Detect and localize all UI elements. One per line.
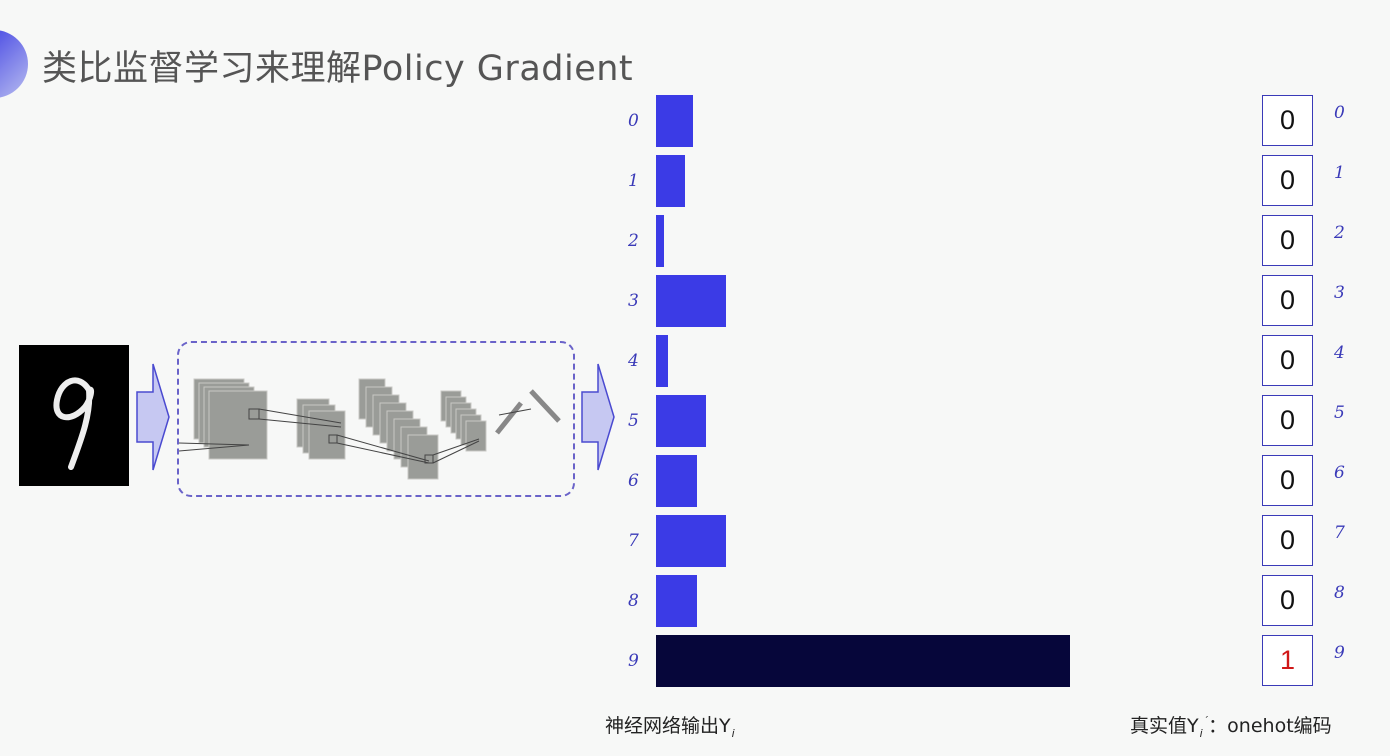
slide-title: 类比监督学习来理解Policy Gradient: [42, 49, 634, 89]
output-bar: [656, 575, 698, 627]
mnist-digit-image: [19, 345, 129, 486]
onehot-cell: 0: [1262, 155, 1313, 206]
onehot-label: 7: [1334, 523, 1345, 543]
bar-label: 6: [628, 471, 639, 491]
bar-label: 5: [628, 411, 639, 431]
onehot-label: 6: [1334, 463, 1345, 483]
onehot-cell: 0: [1262, 215, 1313, 266]
output-bar: [656, 515, 727, 567]
title-bullet-icon: [0, 30, 28, 98]
bar-label: 9: [628, 651, 639, 671]
output-caption-text: 神经网络输出Y: [605, 715, 731, 737]
onehot-cell: 0: [1262, 395, 1313, 446]
onehot-label: 9: [1334, 643, 1345, 663]
output-bar: [656, 635, 1070, 687]
bar-label: 2: [628, 231, 639, 251]
onehot-label: 1: [1334, 163, 1345, 183]
output-caption: 神经网络输出Yi: [605, 714, 737, 740]
bar-label: 7: [628, 531, 639, 551]
arrow-right-icon: [581, 363, 615, 471]
bar-label: 1: [628, 171, 639, 191]
output-bar: [656, 395, 706, 447]
output-bar: [656, 155, 685, 207]
bar-label: 8: [628, 591, 639, 611]
onehot-label: 5: [1334, 403, 1345, 423]
onehot-label: 4: [1334, 343, 1345, 363]
cnn-network-box: [177, 341, 575, 497]
truth-caption-suffix: ：onehot编码: [1208, 715, 1332, 737]
output-caption-subscript: i: [731, 727, 735, 740]
onehot-cell: 0: [1262, 335, 1313, 386]
output-bar: [656, 455, 698, 507]
truth-caption-superscript: ′: [1205, 714, 1209, 727]
onehot-cell: 0: [1262, 575, 1313, 626]
bar-label: 4: [628, 351, 639, 371]
onehot-label: 8: [1334, 583, 1345, 603]
onehot-cell: 1: [1262, 635, 1313, 686]
truth-caption: 真实值Yi′：onehot编码: [1130, 714, 1332, 740]
onehot-label: 2: [1334, 223, 1345, 243]
onehot-cell: 0: [1262, 515, 1313, 566]
output-bar: [656, 215, 665, 267]
onehot-label: 3: [1334, 283, 1345, 303]
truth-caption-prefix: 真实值Y: [1130, 715, 1199, 737]
onehot-cell: 0: [1262, 95, 1313, 146]
truth-caption-subscript: i: [1199, 727, 1203, 740]
onehot-cell: 0: [1262, 275, 1313, 326]
digit-nine-drawing: [53, 377, 95, 470]
arrow-right-icon: [136, 363, 170, 471]
bar-label: 3: [628, 291, 639, 311]
onehot-cell: 0: [1262, 455, 1313, 506]
onehot-label: 0: [1334, 103, 1345, 123]
output-bar: [656, 95, 694, 147]
output-bar: [656, 335, 669, 387]
cnn-layers-diagram: [178, 378, 561, 480]
output-bar: [656, 275, 727, 327]
bar-label: 0: [628, 111, 639, 131]
